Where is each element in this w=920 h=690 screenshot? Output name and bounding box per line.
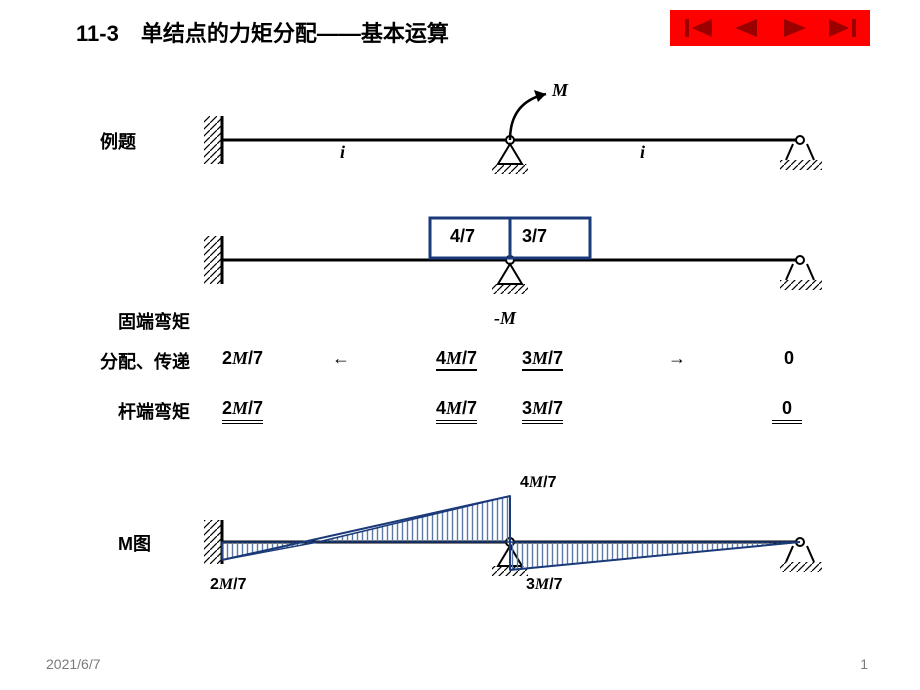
end-c: 3M/7	[522, 398, 563, 424]
page-title: 11-3 单结点的力矩分配——基本运算	[76, 16, 449, 48]
end-a: 2M/7	[222, 398, 263, 424]
beam-1	[204, 90, 822, 174]
fixed-moment-val: -M	[494, 308, 516, 329]
mdiag-left: 2M/7	[210, 576, 246, 594]
box-right: 3/7	[522, 226, 547, 247]
first-icon[interactable]	[682, 17, 718, 39]
box-left: 4/7	[450, 226, 475, 247]
prev-icon[interactable]	[729, 17, 765, 39]
mdiag-right: 3M/7	[526, 576, 562, 594]
fixed-moment-label: 固端弯矩	[118, 308, 190, 334]
end-moment-label: 杆端弯矩	[118, 398, 190, 424]
m-diagram-label: M图	[118, 530, 151, 556]
arrow-left: ←	[332, 348, 350, 369]
beam-2	[204, 218, 822, 294]
footer-date: 2021/6/7	[46, 656, 101, 672]
dist-d: 0	[784, 348, 794, 369]
i-left: i	[340, 142, 345, 163]
moment-M: M	[552, 80, 568, 101]
last-icon[interactable]	[823, 17, 859, 39]
end-d: 0	[772, 398, 802, 424]
diagram-stage: 例题	[0, 60, 920, 660]
nav-bar	[670, 10, 870, 46]
arrow-right: →	[668, 348, 686, 369]
end-b: 4M/7	[436, 398, 477, 424]
m-diagram	[204, 496, 822, 576]
dist-a: 2M/7	[222, 348, 263, 369]
dist-b: 4M/7	[436, 348, 477, 371]
next-icon[interactable]	[776, 17, 812, 39]
footer-page: 1	[860, 656, 868, 672]
minus-M: -M	[494, 308, 516, 328]
i-right: i	[640, 142, 645, 163]
mdiag-top: 4M/7	[520, 474, 556, 492]
dist-label: 分配、传递	[100, 348, 190, 374]
dist-c: 3M/7	[522, 348, 563, 371]
